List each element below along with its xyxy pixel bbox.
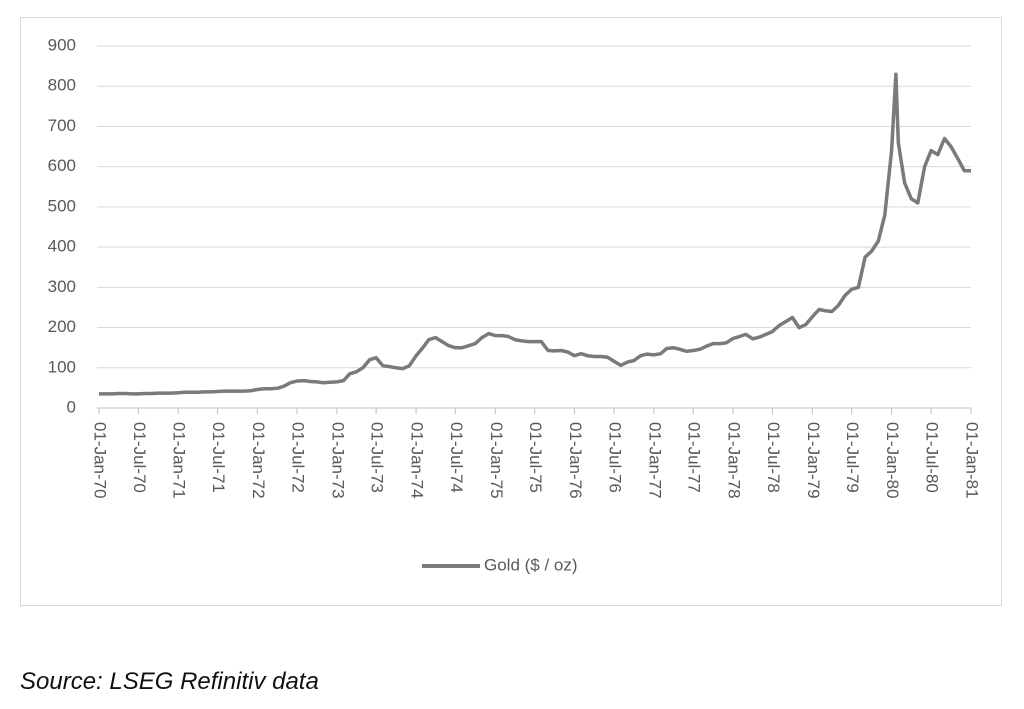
x-tick-label: 01-Jul-80 — [923, 422, 942, 493]
data-line — [99, 72, 971, 396]
source-note: Source: LSEG Refinitiv data — [20, 668, 319, 695]
x-tick-label: 01-Jul-76 — [606, 422, 625, 493]
x-tick-label: 01-Jan-72 — [249, 422, 268, 499]
x-tick-label: 01-Jul-70 — [130, 422, 149, 493]
y-tick-label: 500 — [48, 196, 76, 215]
x-tick-label: 01-Jan-76 — [566, 422, 585, 499]
x-tick-label: 01-Jan-75 — [487, 422, 506, 499]
x-tick-label: 01-Jul-71 — [209, 422, 228, 493]
y-tick-label: 300 — [48, 277, 76, 296]
x-tick-label: 01-Jan-73 — [328, 422, 347, 499]
y-tick-label: 400 — [48, 237, 76, 256]
legend-label: Gold ($ / oz) — [484, 555, 578, 574]
x-tick-label: 01-Jan-78 — [725, 422, 744, 499]
y-tick-label: 800 — [48, 76, 76, 95]
x-tick-label: 01-Jul-79 — [843, 422, 862, 493]
x-tick-label: 01-Jan-79 — [804, 422, 823, 499]
x-tick-label: 01-Jan-77 — [645, 422, 664, 499]
x-tick-label: 01-Jul-74 — [447, 422, 466, 493]
x-tick-label: 01-Jan-81 — [963, 422, 982, 499]
x-tick-label: 01-Jan-80 — [883, 422, 902, 499]
y-tick-label: 700 — [48, 116, 76, 135]
y-tick-label: 200 — [48, 317, 76, 336]
x-tick-label: 01-Jul-72 — [288, 422, 307, 493]
chart: 0 100 200 300 400 500 600 700 800 900 01-Jan-70 01-… — [48, 35, 982, 574]
x-tick-label: 01-Jul-73 — [368, 422, 387, 493]
x-tick-label: 01-Jul-78 — [764, 422, 783, 493]
y-tick-label: 0 — [67, 397, 76, 416]
x-tick-label: 01-Jul-75 — [526, 422, 545, 493]
y-tick-label: 100 — [48, 357, 76, 376]
x-tick-label: 01-Jul-77 — [685, 422, 704, 493]
y-tick-label: 600 — [48, 156, 76, 175]
x-tick-label: 01-Jan-74 — [408, 422, 427, 499]
y-tick-label: 900 — [48, 35, 76, 54]
x-tick-label: 01-Jan-70 — [91, 422, 110, 499]
chart-frame — [20, 17, 1002, 606]
x-tick-label: 01-Jan-71 — [170, 422, 189, 499]
